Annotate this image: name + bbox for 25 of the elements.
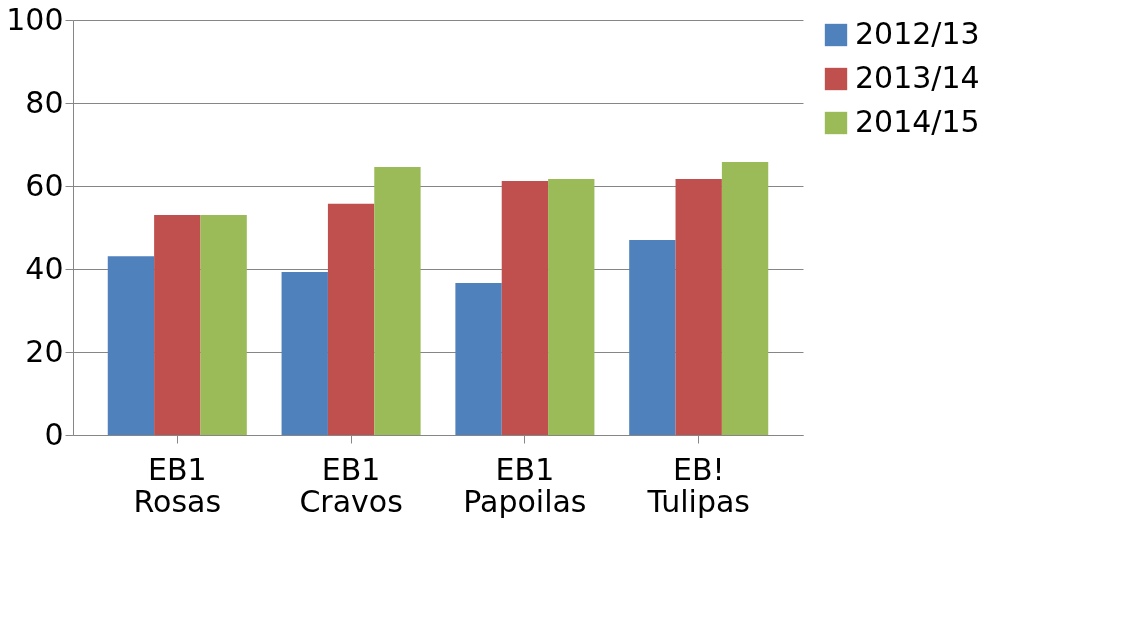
y-tick-label: 0 <box>44 416 64 452</box>
bar <box>200 215 247 435</box>
bar <box>374 166 421 435</box>
bar <box>629 239 676 435</box>
y-tick-label: 100 <box>6 1 64 37</box>
bar <box>327 203 375 435</box>
bar <box>721 161 769 435</box>
x-tick-label: EB1 Papoilas <box>463 451 587 519</box>
bar <box>675 178 722 435</box>
y-tick-label: 60 <box>25 167 64 203</box>
bar <box>455 283 502 435</box>
bar <box>281 271 328 435</box>
bar <box>548 178 595 435</box>
bar <box>107 256 155 435</box>
legend-label: 2012/13 <box>855 16 980 51</box>
bar <box>154 215 201 435</box>
y-tick-label: 20 <box>25 333 64 369</box>
x-tick-label: EB1 Cravos <box>299 451 403 519</box>
legend-label: 2014/15 <box>855 104 980 139</box>
y-tick-label: 80 <box>25 84 64 120</box>
bar <box>501 181 549 435</box>
legend-label: 2013/14 <box>855 60 980 95</box>
y-tick-label: 40 <box>25 250 64 286</box>
x-tick-label: EB1 Rosas <box>133 451 222 519</box>
x-tick-label: EB! Tulipas <box>646 451 750 519</box>
